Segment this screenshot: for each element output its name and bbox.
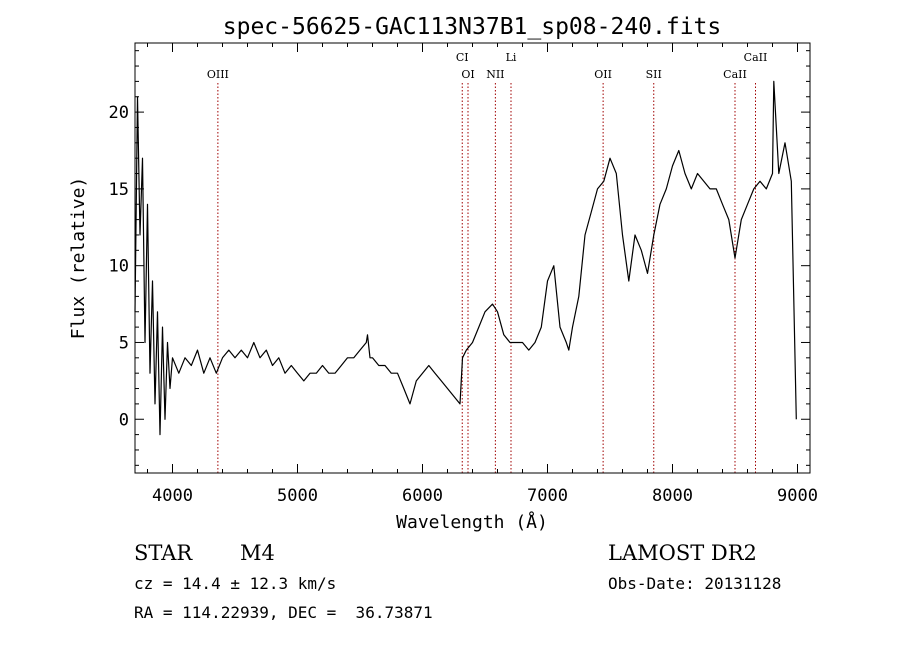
y-axis-label: Flux (relative) — [68, 177, 89, 340]
x-tick-label: 7000 — [527, 486, 568, 506]
spectrum-line — [134, 80, 797, 436]
x-tick-label: 9000 — [777, 486, 818, 506]
y-tick-label: 15 — [109, 180, 129, 200]
spectral-line-label: CaII — [744, 51, 768, 64]
x-axis: 4000 5000 6000 7000 8000 9000 — [147, 43, 818, 506]
y-tick-label: 10 — [109, 257, 129, 277]
y-tick-label: 20 — [109, 103, 129, 123]
chart-title: spec-56625-GAC113N37B1_sp08-240.fits — [223, 14, 722, 40]
redshift-text: cz = 14.4 ± 12.3 km/s — [134, 574, 336, 593]
spectral-line-label: OIII — [207, 68, 229, 81]
spectral-line-label: OI — [461, 68, 474, 81]
spectral-line-label: NII — [486, 68, 504, 81]
spectral-line-label: CI — [456, 51, 469, 64]
x-tick-label: 8000 — [652, 486, 693, 506]
survey-name: LAMOST DR2 — [608, 541, 757, 565]
y-axis: 0 5 10 15 20 — [109, 50, 810, 466]
x-tick-label: 6000 — [402, 486, 443, 506]
spectral-line-label: CaII — [723, 68, 747, 81]
object-subclass: M4 — [240, 541, 275, 565]
coordinates-text: RA = 114.22939, DEC = 36.73871 — [134, 603, 433, 622]
y-tick-label: 0 — [119, 410, 129, 430]
y-tick-label: 5 — [119, 333, 129, 353]
plot-frame — [134, 42, 811, 474]
spectrum-series — [134, 80, 797, 436]
spectral-line-label: SII — [646, 68, 662, 81]
observation-date: Obs-Date: 20131128 — [608, 574, 781, 593]
x-tick-label: 5000 — [277, 486, 318, 506]
object-class: STAR — [134, 541, 193, 565]
x-axis-label: Wavelength (Å) — [396, 511, 548, 533]
spectral-line-label: OII — [594, 68, 612, 81]
x-tick-label: 4000 — [152, 486, 193, 506]
spectral-line-label: Li — [506, 51, 517, 64]
